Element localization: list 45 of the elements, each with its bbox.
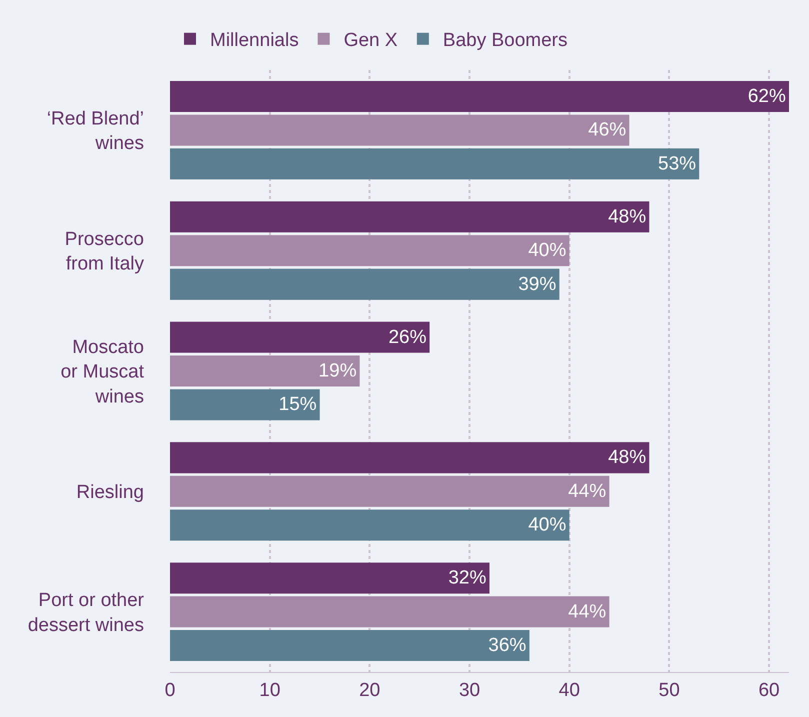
- data-label: 44%: [568, 480, 606, 502]
- bar: [170, 235, 570, 266]
- legend-label: Gen X: [344, 30, 398, 52]
- x-tick-label: 0: [164, 680, 176, 701]
- bar: [170, 114, 630, 146]
- bar: [170, 322, 430, 353]
- bar: [170, 148, 700, 180]
- bar: [170, 355, 360, 387]
- data-label: 36%: [488, 635, 526, 656]
- data-label: 19%: [318, 360, 357, 382]
- data-label: 26%: [388, 326, 427, 348]
- data-label: 62%: [748, 86, 786, 107]
- bar: [170, 389, 320, 420]
- data-label: 40%: [528, 240, 566, 262]
- y-tick-label: Moscato or Muscat wines: [60, 336, 145, 408]
- y-tick-label: Port or other dessert wines: [28, 590, 145, 636]
- legend-label: Millennials: [210, 30, 299, 52]
- data-label: 39%: [518, 274, 556, 295]
- x-tick-label: 60: [758, 680, 780, 701]
- data-label: 53%: [658, 153, 696, 174]
- x-tick-label: 50: [658, 680, 680, 701]
- data-label: 44%: [568, 601, 606, 622]
- legend-label: Baby Boomers: [442, 30, 568, 52]
- x-tick-label: 10: [259, 680, 280, 701]
- data-label: 48%: [608, 206, 646, 228]
- x-tick-label: 20: [359, 680, 380, 701]
- bar: [170, 80, 789, 112]
- data-label: 15%: [278, 394, 317, 416]
- bar: [170, 201, 650, 232]
- bar: [170, 562, 490, 594]
- y-tick-label: Riesling: [76, 482, 144, 504]
- bar: [170, 268, 560, 300]
- x-tick-label: 40: [558, 680, 580, 701]
- y-tick-label: Prosecco from Italy: [64, 228, 144, 275]
- data-label: 32%: [448, 568, 486, 589]
- y-tick-label: ‘Red Blend’ wines: [46, 108, 144, 154]
- bar: [170, 510, 570, 541]
- bar: [170, 476, 610, 507]
- bar: [170, 596, 610, 628]
- bar: [170, 442, 650, 474]
- data-label: 48%: [608, 447, 646, 468]
- data-label: 40%: [528, 514, 566, 536]
- bar: [170, 630, 530, 662]
- data-label: 46%: [588, 120, 626, 141]
- x-tick-label: 30: [458, 680, 480, 701]
